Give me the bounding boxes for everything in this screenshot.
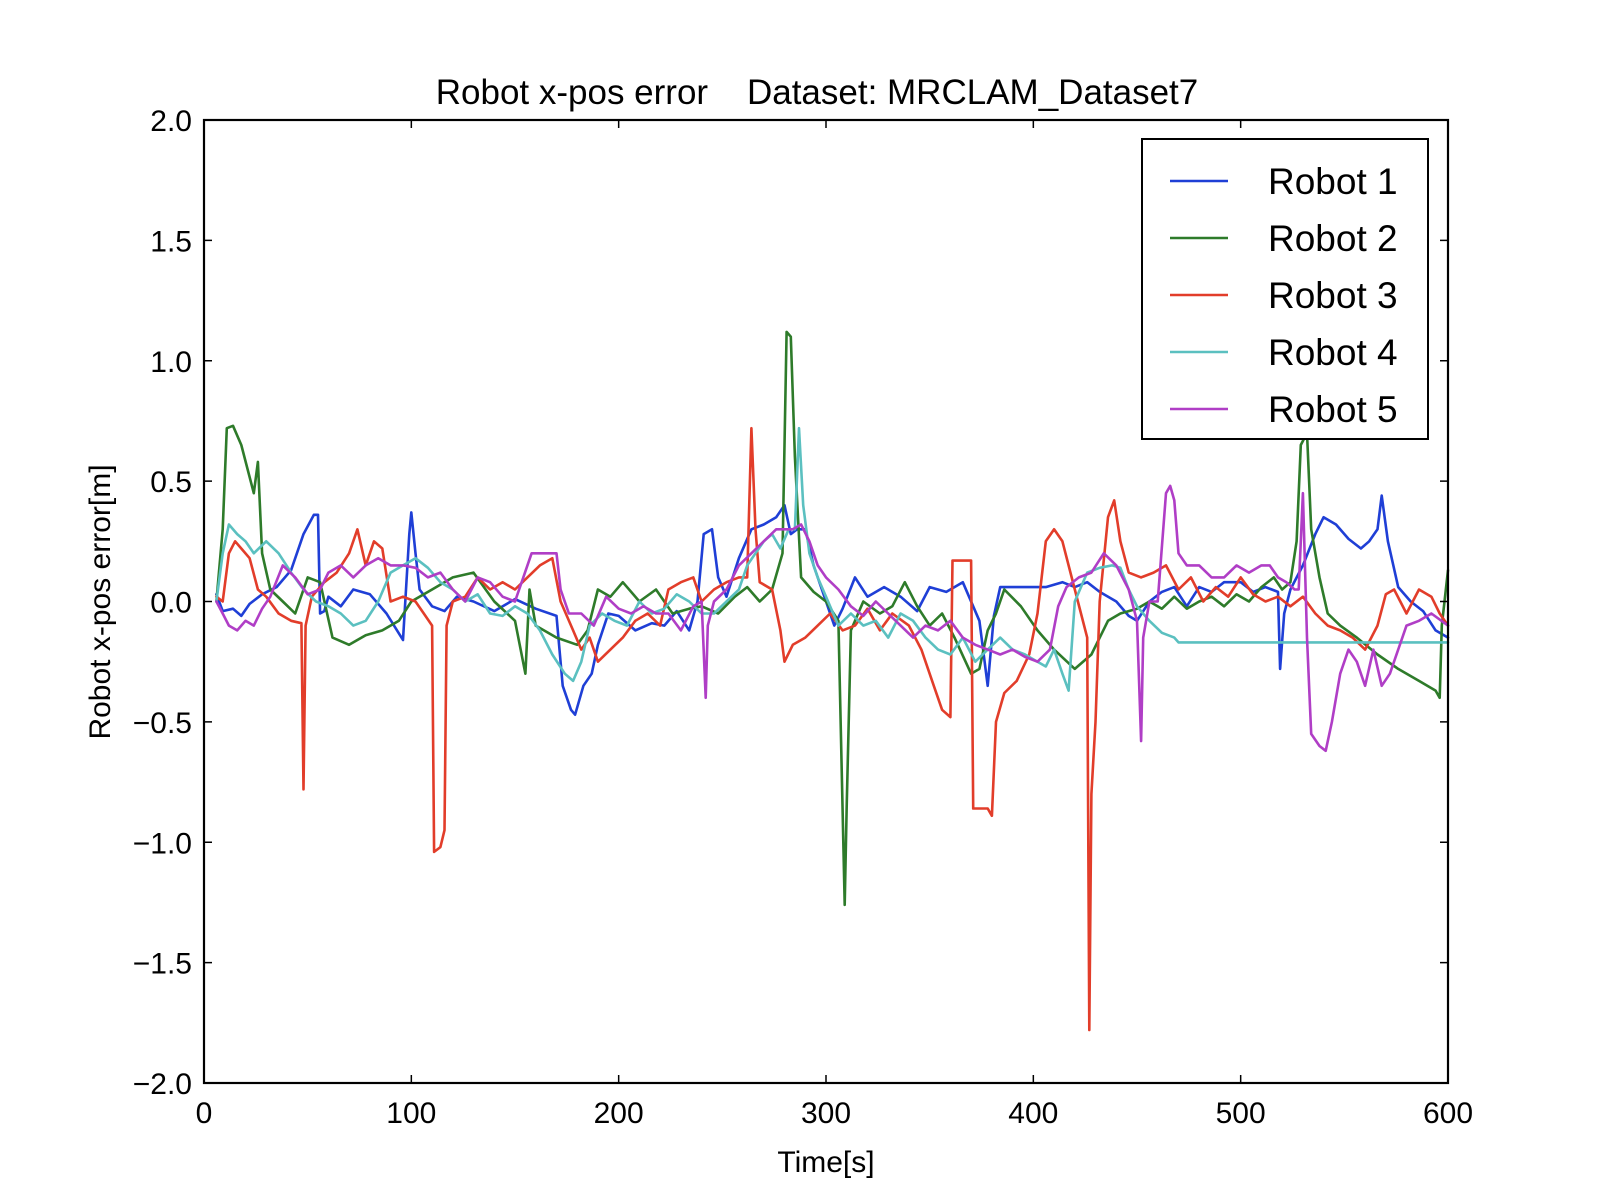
legend-box bbox=[1141, 138, 1429, 440]
legend: Robot 1 Robot 2 Robot 3 Robot 4 Robot 5 bbox=[1141, 138, 1429, 440]
x-tick-label: 600 bbox=[1423, 1097, 1473, 1130]
x-tick-label: 500 bbox=[1216, 1097, 1266, 1130]
x-tick-label: 0 bbox=[196, 1097, 213, 1130]
tick-marks bbox=[203, 119, 1449, 1084]
legend-label-robot-3: Robot 3 bbox=[1268, 275, 1398, 316]
series-line-robot-5 bbox=[215, 484, 1450, 753]
y-tick-label: 0.0 bbox=[150, 587, 192, 620]
legend-label-robot-5: Robot 5 bbox=[1268, 389, 1398, 430]
y-tick-label: −2.0 bbox=[133, 1068, 192, 1101]
x-tick-label: 300 bbox=[801, 1097, 851, 1130]
legend-label-robot-2: Robot 2 bbox=[1268, 218, 1398, 259]
x-tick-label: 100 bbox=[386, 1097, 436, 1130]
y-tick-label: 2.0 bbox=[150, 105, 192, 138]
series-line-robot-4 bbox=[215, 426, 1450, 692]
y-tick-label: −0.5 bbox=[133, 707, 192, 740]
legend-label-robot-1: Robot 1 bbox=[1268, 161, 1398, 202]
series-line-robot-2 bbox=[215, 330, 1450, 907]
y-tick-label: 0.5 bbox=[150, 466, 192, 499]
legend-label-robot-4: Robot 4 bbox=[1268, 332, 1398, 373]
x-axis-label: Time[s] bbox=[777, 1146, 874, 1179]
x-tick-labels: 0 100 200 300 400 500 600 bbox=[196, 1097, 1473, 1130]
x-tick-label: 200 bbox=[594, 1097, 644, 1130]
chart-title: Robot x-pos error Dataset: MRCLAM_Datase… bbox=[436, 73, 1199, 112]
y-tick-label: −1.5 bbox=[133, 948, 192, 981]
y-tick-labels: −2.0 −1.5 −1.0 −0.5 0.0 0.5 1.0 1.5 2.0 bbox=[133, 105, 192, 1101]
y-axis-label: Robot x-pos error[m] bbox=[84, 464, 117, 739]
series-line-robot-1 bbox=[215, 494, 1450, 716]
y-tick-label: −1.0 bbox=[133, 827, 192, 860]
x-tick-label: 400 bbox=[1008, 1097, 1058, 1130]
y-tick-label: 1.0 bbox=[150, 346, 192, 379]
series-layer bbox=[215, 330, 1450, 1032]
y-tick-label: 1.5 bbox=[150, 225, 192, 258]
series-line-robot-3 bbox=[215, 426, 1450, 1032]
